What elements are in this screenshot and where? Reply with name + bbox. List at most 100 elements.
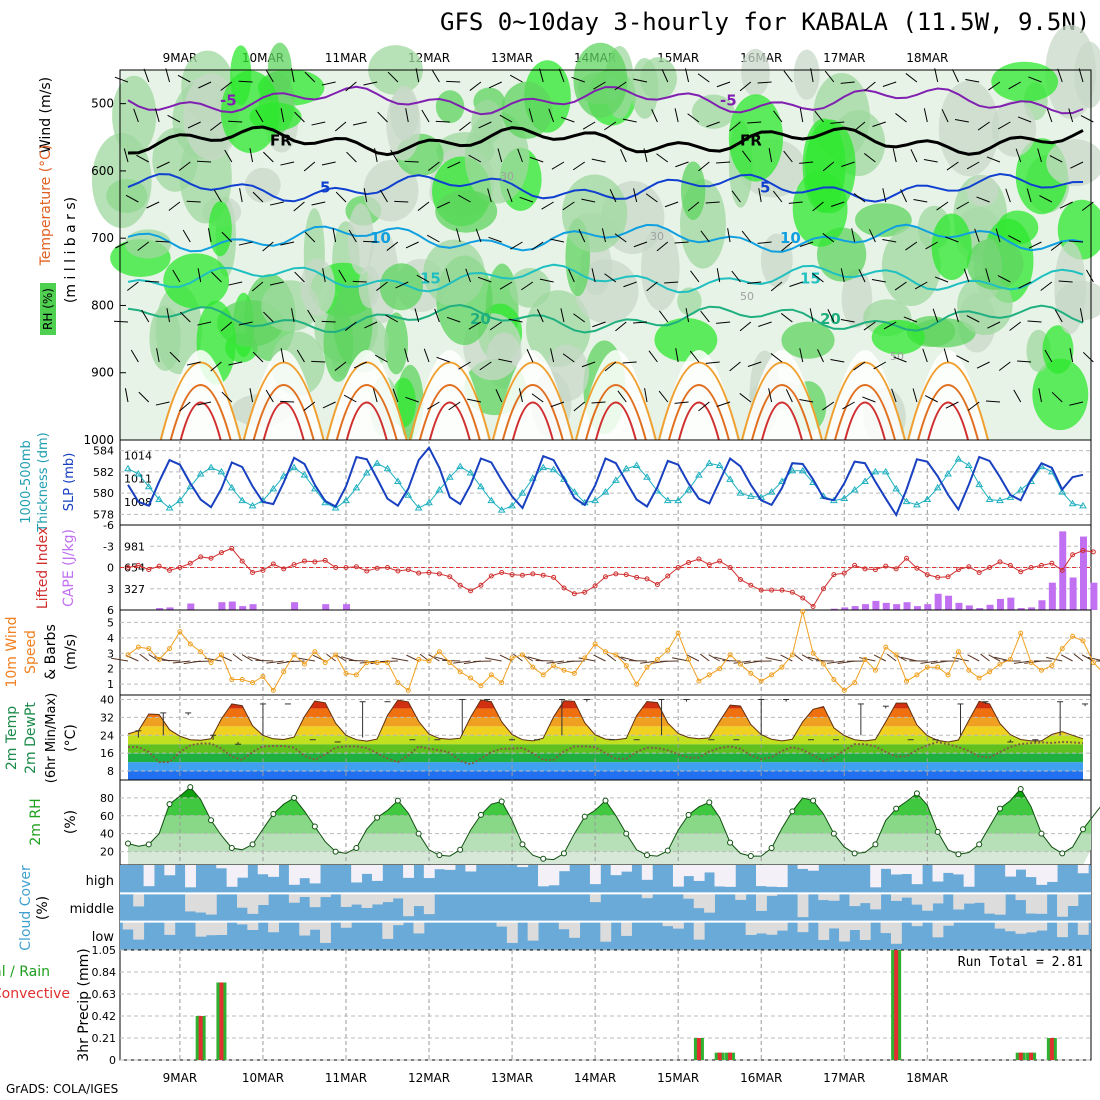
pressure-tick-label: 800 [91, 298, 114, 312]
cloud-gap [351, 865, 363, 883]
wind-barb [447, 161, 461, 169]
wind-speed-point [135, 644, 141, 650]
cloud-gap [984, 893, 996, 914]
wind-barb [987, 321, 1001, 329]
wind-barb [965, 78, 980, 83]
wind-barb [228, 120, 243, 123]
rh-point [768, 845, 775, 851]
wind-speed-point [405, 687, 411, 693]
cape-bar [903, 602, 911, 610]
thickness-point [798, 466, 807, 474]
cloud-gap [621, 921, 632, 936]
thickness-point [456, 462, 465, 470]
wind-barb [345, 81, 357, 92]
top-date-label: 11MAR [325, 51, 367, 65]
wind-barb [1017, 116, 1032, 123]
wind-barb [945, 401, 959, 409]
temp-contour-label: 10 [780, 229, 801, 247]
wind-barb [1050, 241, 1063, 251]
wind-barb [280, 161, 295, 166]
wind-barb-10m [672, 657, 689, 662]
wind-barb [1068, 108, 1074, 123]
wind-barb [238, 241, 253, 246]
cloud-gap [963, 893, 975, 904]
wind-speed-point [385, 660, 391, 666]
lifted-index-point [229, 545, 235, 551]
rh-shading-blob [1042, 325, 1074, 374]
cloud-gap [1005, 921, 1017, 932]
rh-point [976, 841, 983, 848]
wind-barb [499, 114, 513, 123]
wind-barb [853, 193, 866, 203]
wind-barb [768, 388, 773, 403]
wind-speed-point [810, 650, 816, 656]
lifted-index-point [187, 560, 193, 566]
cloud-gap [465, 865, 477, 872]
wind-barb [210, 361, 222, 372]
wind-speed-point [945, 672, 951, 678]
rh-point [353, 845, 360, 851]
cloud-gap [911, 865, 923, 885]
wind-barb-10m [967, 654, 980, 662]
wind-barb [560, 116, 575, 123]
cape-bar [1007, 597, 1015, 610]
wind-barb [446, 316, 461, 323]
lifted-index-point [270, 561, 276, 567]
cloud-gap [309, 893, 321, 908]
lifted-index-point [478, 582, 484, 588]
wind-barb [269, 201, 284, 206]
wind-barb [436, 356, 450, 363]
wind-barb [179, 401, 191, 412]
cloud-gap [195, 893, 207, 913]
temp-contour-label: 15 [420, 270, 441, 288]
wind-speed-point [333, 652, 339, 658]
thickness-point [331, 504, 340, 511]
wind-speed-point [353, 672, 359, 678]
wind-barb [809, 308, 814, 323]
cape-bar [342, 604, 350, 610]
cloud-gap [683, 893, 695, 899]
cloud-gap [953, 865, 965, 875]
wind-barb [716, 401, 731, 407]
wind-speed-point [250, 680, 256, 686]
rh-point [436, 852, 443, 859]
wind-barb [221, 391, 233, 403]
thickness-point [726, 475, 734, 482]
wind-barb [321, 161, 336, 166]
wind-barb [458, 361, 471, 370]
wind-barb [910, 149, 918, 163]
cape-bar [986, 604, 994, 610]
wind-barb [830, 358, 845, 363]
wind-barb [113, 320, 129, 323]
wind-barb [346, 151, 357, 163]
rh-point [955, 851, 962, 858]
wind-speed-point [696, 678, 702, 684]
wind-barb [1018, 281, 1032, 289]
thickness-point [207, 463, 215, 471]
surface-temp-contour [667, 384, 730, 441]
temp-ylabel-2: 2m DewPt [23, 702, 39, 774]
surface-temp-contour [345, 401, 388, 441]
temp-contour-label: FR [740, 132, 762, 150]
wind-barb [716, 81, 731, 88]
wind-barb [925, 241, 938, 250]
lifted-index-point [457, 582, 463, 588]
wind-speed-point [447, 660, 453, 666]
thickness-point [861, 477, 869, 484]
temp-contour-label: 5 [760, 179, 770, 197]
lifted-index-point [1090, 549, 1096, 555]
wind-speed-point [831, 677, 837, 683]
thickness-point [1016, 485, 1025, 493]
dry-plume [827, 350, 904, 440]
cloud-gap [392, 921, 404, 926]
cloud-gap [268, 921, 280, 933]
wind-barb [207, 228, 212, 243]
cape-bar [291, 602, 299, 610]
wind-barb [946, 161, 959, 171]
wind-speed-point [281, 669, 287, 675]
surface-temp-contour [834, 384, 896, 441]
wind-barb [1078, 68, 1084, 83]
wind-barb [508, 318, 523, 323]
thickness-point [892, 484, 901, 492]
cloud-gap [133, 921, 145, 940]
